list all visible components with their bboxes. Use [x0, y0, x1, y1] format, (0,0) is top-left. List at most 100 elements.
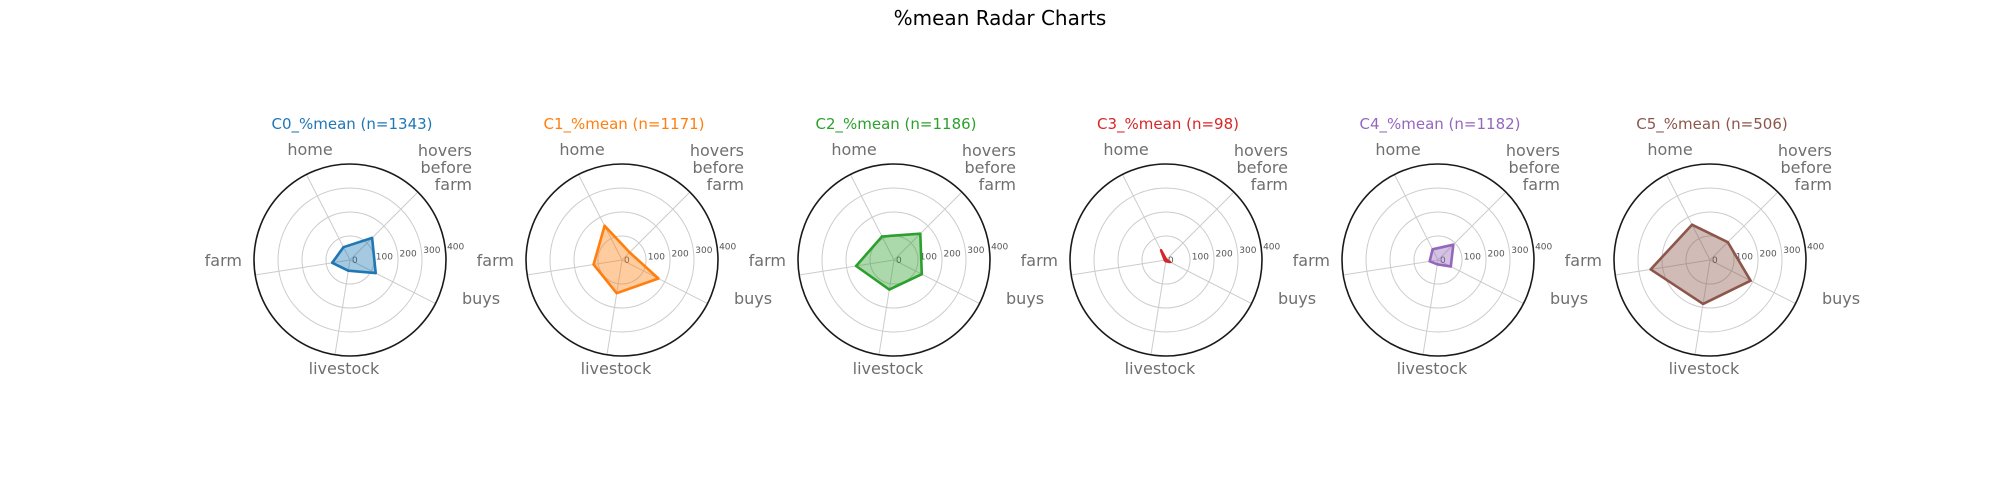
spoke-line: [349, 259, 436, 305]
spoke-line: [1422, 259, 1439, 355]
spoke-line: [1121, 174, 1167, 261]
category-label: buys: [1006, 289, 1044, 308]
outer-ring: [797, 163, 991, 357]
radial-tick-label: 400: [1263, 243, 1280, 253]
radar-panel: 0 100 200 300 400 hovers before farm home farm liv…: [1565, 115, 1860, 378]
panel-title: C0_%mean (n=1343): [271, 115, 432, 134]
category-label: buys: [1822, 289, 1860, 308]
grid-ring: [1637, 187, 1783, 333]
radial-tick-label: 100: [1192, 253, 1209, 263]
data-point: [888, 288, 891, 291]
category-label: livestock: [1669, 359, 1740, 378]
spoke-line: [893, 191, 963, 261]
radial-tick-label: 0: [896, 256, 902, 266]
radar-panel: 0 100 200 300 400 hovers before farm home farm liv…: [477, 115, 772, 378]
grid-ring: [597, 235, 647, 285]
data-point: [854, 264, 858, 268]
outer-ring: [1069, 163, 1263, 357]
spoke-line: [1615, 259, 1711, 276]
data-point: [1701, 302, 1705, 306]
radar-panel: 0 100 200 300 400 hovers before farm home farm liv…: [1021, 115, 1316, 378]
spoke-line: [1665, 174, 1711, 261]
category-label: livestock: [309, 359, 380, 378]
data-point: [1649, 268, 1652, 271]
category-label: farm: [477, 251, 514, 270]
radial-tick-label: 100: [648, 253, 665, 263]
data-point: [347, 269, 350, 272]
category-label: hovers before farm: [1506, 141, 1560, 194]
series-polygon: [854, 232, 924, 291]
panel-title: C4_%mean (n=1182): [1359, 115, 1520, 134]
data-point: [374, 271, 377, 275]
spoke-line: [577, 174, 623, 261]
category-label: buys: [734, 289, 772, 308]
data-point: [1726, 240, 1730, 244]
data-point: [920, 272, 923, 276]
spoke-line: [1393, 174, 1439, 261]
spoke-line: [878, 259, 895, 355]
grid-ring: [821, 187, 967, 333]
category-label: livestock: [1125, 359, 1196, 378]
radial-tick-label: 300: [423, 246, 440, 256]
category-label: home: [1103, 140, 1148, 159]
spoke-line: [334, 259, 351, 355]
radial-tick-label: 300: [1239, 246, 1256, 256]
panel-title: C3_%mean (n=98): [1097, 115, 1239, 134]
category-label: buys: [1550, 289, 1588, 308]
grid-ring: [1365, 187, 1511, 333]
data-point: [657, 277, 660, 280]
category-label: livestock: [853, 359, 924, 378]
radar-panels: 0 100 200 300 400 hovers before farm home farm liv…: [205, 115, 1860, 378]
spoke-line: [305, 174, 351, 261]
spoke-line: [1165, 259, 1252, 305]
figure-title: %mean Radar Charts: [894, 6, 1107, 30]
outer-ring: [1341, 163, 1535, 357]
data-point: [1428, 260, 1431, 263]
spoke-line: [1343, 259, 1439, 276]
data-point: [342, 245, 345, 249]
data-point: [1168, 260, 1172, 264]
category-label: hovers before farm: [1234, 141, 1288, 194]
grid-ring: [549, 187, 695, 333]
radial-tick-label: 100: [920, 253, 937, 263]
category-label: farm: [1021, 251, 1058, 270]
series-polygon: [330, 236, 378, 275]
grid-ring: [301, 211, 399, 309]
radial-tick-label: 200: [1216, 249, 1233, 259]
data-point: [370, 236, 374, 240]
category-label: hovers before farm: [418, 141, 472, 194]
radial-tick-label: 300: [1511, 246, 1528, 256]
radial-tick-label: 200: [944, 249, 961, 259]
data-point: [615, 291, 618, 295]
category-label: home: [287, 140, 332, 159]
spoke-line: [621, 259, 708, 305]
category-label: home: [559, 140, 604, 159]
category-label: livestock: [1397, 359, 1468, 378]
radial-tick-label: 0: [1440, 256, 1446, 266]
radial-tick-label: 300: [967, 246, 984, 256]
spoke-line: [1165, 191, 1235, 261]
category-label: farm: [749, 251, 786, 270]
spoke-line: [621, 191, 691, 261]
data-point: [1436, 263, 1439, 266]
data-point: [1449, 265, 1453, 268]
outer-ring: [525, 163, 719, 357]
data-point: [1452, 243, 1455, 246]
category-label: farm: [1565, 251, 1602, 270]
data-point: [1690, 223, 1694, 226]
panel-title: C2_%mean (n=1186): [815, 115, 976, 134]
outer-ring: [1613, 163, 1807, 357]
radial-tick-label: 0: [1712, 256, 1718, 266]
data-point: [603, 224, 606, 227]
data-point: [331, 261, 334, 265]
radial-tick-label: 0: [624, 256, 630, 266]
radial-tick-label: 100: [1464, 253, 1481, 263]
series-polygon: [1428, 243, 1455, 268]
category-label: home: [831, 140, 876, 159]
radial-tick-label: 400: [1535, 243, 1552, 253]
radial-tick-label: 400: [447, 243, 464, 253]
spoke-line: [1437, 191, 1507, 261]
radial-tick-label: 0: [352, 256, 358, 266]
grid-ring: [1141, 235, 1191, 285]
